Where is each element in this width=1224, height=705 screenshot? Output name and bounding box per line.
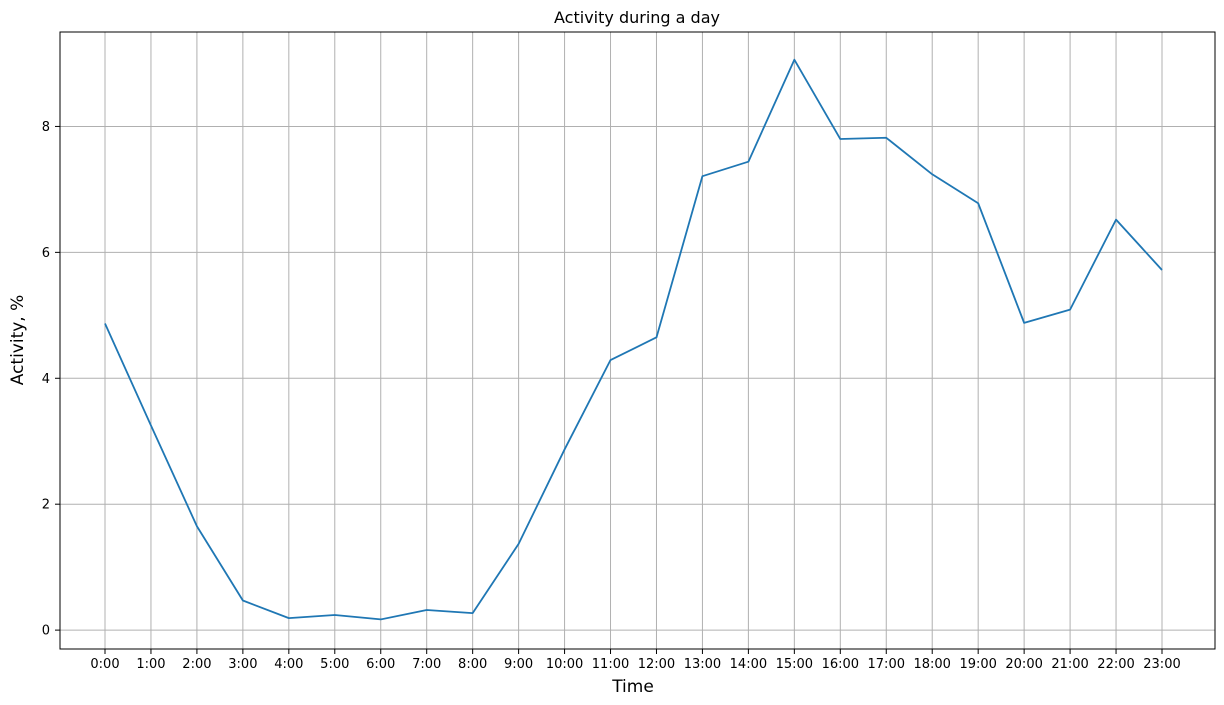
y-tick-label: 8 bbox=[42, 120, 50, 135]
x-tick-label: 15:00 bbox=[776, 657, 813, 672]
x-tick-label: 10:00 bbox=[546, 657, 583, 672]
x-tick-labels: 0:00 1:00 2:00 3:00 4:00 5:00 6:00 7:00 8:00 9:00… bbox=[90, 657, 1180, 672]
x-tick-label: 9:00 bbox=[504, 657, 533, 672]
x-tick-label: 14:00 bbox=[730, 657, 767, 672]
x-tick-label: 0:00 bbox=[90, 657, 119, 672]
x-tick-label: 13:00 bbox=[684, 657, 721, 672]
x-tick-label: 6:00 bbox=[366, 657, 395, 672]
series-layer bbox=[104, 58, 1163, 621]
x-tick-label: 3:00 bbox=[228, 657, 257, 672]
x-tick-label: 8:00 bbox=[458, 657, 487, 672]
x-tick-label: 20:00 bbox=[1005, 657, 1042, 672]
x-tick-label: 2:00 bbox=[182, 657, 211, 672]
chart-title: Activity during a day bbox=[554, 8, 720, 27]
x-tick-label: 1:00 bbox=[136, 657, 165, 672]
y-tick-label: 2 bbox=[42, 498, 50, 513]
y-tick-labels: 0 2 4 6 8 bbox=[42, 120, 50, 639]
x-tick-label: 19:00 bbox=[959, 657, 996, 672]
y-tick-label: 6 bbox=[42, 246, 50, 261]
x-tick-label: 5:00 bbox=[320, 657, 349, 672]
x-tick-label: 17:00 bbox=[868, 657, 905, 672]
plot-frame bbox=[59, 31, 1216, 650]
x-tick-label: 12:00 bbox=[638, 657, 675, 672]
x-tick-label: 23:00 bbox=[1143, 657, 1180, 672]
x-tick-label: 16:00 bbox=[822, 657, 859, 672]
series-line bbox=[104, 58, 1163, 621]
x-tick-label: 11:00 bbox=[592, 657, 629, 672]
x-tick-label: 18:00 bbox=[913, 657, 950, 672]
y-axis-label: Activity, % bbox=[8, 295, 28, 386]
axis-ticks bbox=[55, 125, 1163, 654]
x-tick-label: 21:00 bbox=[1051, 657, 1088, 672]
x-tick-label: 22:00 bbox=[1097, 657, 1134, 672]
y-tick-label: 4 bbox=[42, 372, 50, 387]
x-tick-label: 7:00 bbox=[412, 657, 441, 672]
y-tick-label: 0 bbox=[42, 624, 50, 639]
x-tick-label: 4:00 bbox=[274, 657, 303, 672]
x-axis-label: Time bbox=[611, 677, 654, 697]
grid-lines bbox=[60, 32, 1215, 649]
